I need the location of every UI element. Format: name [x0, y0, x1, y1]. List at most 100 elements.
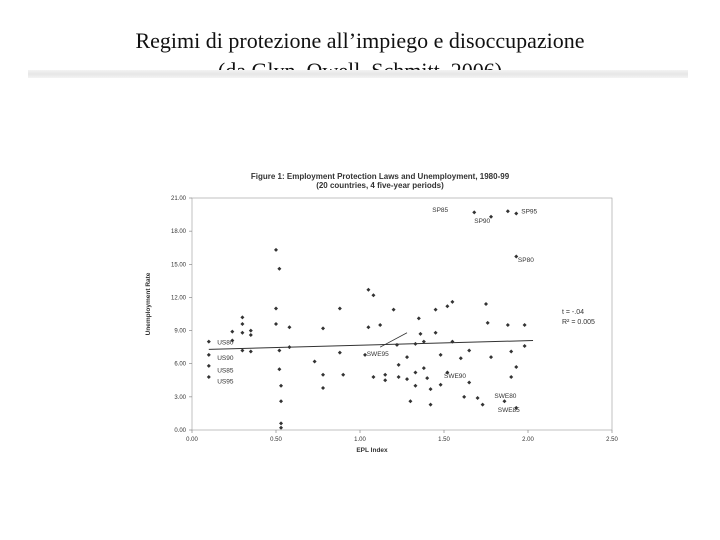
data-point [230, 338, 235, 343]
data-point [509, 374, 514, 379]
data-point [514, 405, 519, 410]
data-point [425, 376, 430, 381]
data-point [279, 421, 284, 426]
data-point [480, 402, 485, 407]
data-point [472, 210, 477, 215]
point-label: SWE80 [494, 393, 516, 400]
data-point [277, 266, 282, 271]
plot-frame [191, 197, 613, 431]
data-point [279, 425, 284, 430]
data-point [371, 293, 376, 298]
point-label: SP95 [521, 208, 537, 215]
data-point [240, 315, 245, 320]
point-label: SWE90 [444, 373, 466, 380]
data-point [413, 383, 418, 388]
data-point [433, 307, 438, 312]
data-point [274, 247, 278, 252]
data-point [383, 378, 388, 383]
data-point [421, 366, 426, 371]
data-point [450, 299, 455, 304]
data-point [438, 352, 443, 357]
data-point [248, 349, 253, 354]
y-tick-label: 0.00 [174, 428, 186, 434]
y-tick-label: 18.00 [171, 229, 187, 235]
data-point [321, 326, 326, 331]
point-label: SP85 [432, 207, 448, 214]
data-point [277, 367, 282, 372]
data-point [416, 316, 421, 321]
data-point [240, 348, 245, 353]
y-tick-label: 3.00 [174, 395, 186, 401]
data-point [438, 382, 443, 387]
data-point [378, 323, 383, 328]
data-point [279, 399, 284, 404]
data-point [287, 325, 292, 330]
data-point [396, 362, 401, 367]
data-point [287, 345, 292, 350]
data-point [413, 341, 418, 346]
y-axis-label: Unemployment Rate [145, 272, 152, 335]
data-point [341, 372, 346, 377]
data-point [371, 374, 376, 379]
data-point [321, 372, 326, 377]
chart-title: Figure 1: Employment Protection Laws and… [251, 172, 510, 181]
data-point [408, 399, 413, 404]
slide-title: Regimi di protezione all’impiego e disoc… [0, 26, 720, 70]
data-point [337, 306, 342, 311]
point-labels: SP85 SP90 SP95 SP80 US80 US90 US85 US95 SWE95 SWE… [217, 207, 537, 414]
data-point [467, 348, 472, 353]
data-point [337, 350, 342, 355]
point-label: SWE85 [498, 407, 520, 414]
trend-line [208, 340, 534, 350]
data-point [321, 386, 326, 391]
data-point [391, 307, 396, 312]
data-point [366, 287, 371, 292]
data-point [514, 365, 519, 370]
data-point [522, 323, 527, 328]
data-point [485, 320, 490, 325]
x-tick-label: 0.50 [270, 437, 282, 443]
data-point [484, 302, 488, 307]
point-label: US80 [217, 340, 234, 347]
x-tick-label: 2.00 [522, 437, 534, 443]
data-point [248, 328, 253, 333]
data-point [489, 214, 494, 219]
data-point [394, 342, 399, 347]
slide-title-line1: Regimi di protezione all’impiego e disoc… [135, 28, 585, 53]
data-point [418, 331, 423, 336]
point-label: SP80 [518, 257, 534, 264]
y-axis: 0.00 3.00 6.00 9.00 12.00 15.00 18.00 21.00 [171, 196, 192, 434]
point-label: SP90 [474, 218, 490, 225]
data-point [413, 370, 418, 375]
data-point [445, 304, 450, 309]
annotation-t: t = -.04 [562, 309, 584, 316]
data-point [240, 330, 245, 335]
data-point [248, 332, 253, 337]
point-label: US95 [217, 378, 234, 385]
x-axis: 0.00 0.50 1.00 1.50 2.00 2.50 [186, 430, 618, 443]
chart-subtitle: (20 countries, 4 five-year periods) [316, 181, 444, 190]
data-point [405, 377, 410, 382]
data-point [206, 374, 211, 379]
data-point [514, 254, 519, 259]
data-point [514, 211, 519, 216]
data-point [277, 348, 282, 353]
data-point [240, 321, 245, 326]
data-point [505, 209, 510, 214]
annotation-r2: R² = 0.005 [562, 319, 595, 326]
data-point [279, 383, 284, 388]
data-point [363, 352, 368, 357]
y-tick-label: 12.00 [171, 295, 187, 301]
data-point [428, 402, 433, 407]
data-point [433, 330, 438, 335]
data-point [509, 349, 514, 354]
data-point [475, 395, 480, 400]
data-point [405, 355, 410, 360]
x-axis-label: EPL Index [356, 447, 388, 454]
data-point [421, 339, 426, 344]
data-point [396, 374, 401, 379]
data-point [462, 394, 467, 399]
data-point [458, 356, 463, 361]
x-tick-label: 1.50 [438, 437, 450, 443]
y-tick-label: 15.00 [171, 262, 187, 268]
